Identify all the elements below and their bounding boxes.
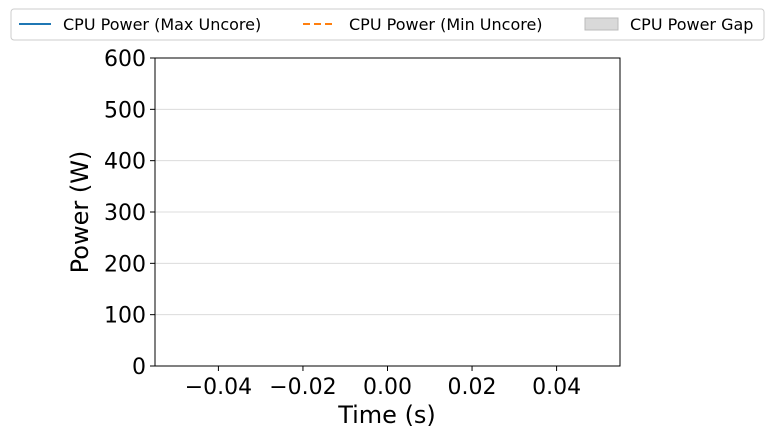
y-tick-label: 400 bbox=[104, 150, 146, 175]
x-axis: −0.04 −0.02 0.00 0.02 0.04 bbox=[185, 366, 581, 400]
x-tick-label: −0.02 bbox=[269, 375, 336, 400]
y-axis-label: Power (W) bbox=[66, 151, 94, 274]
x-tick-label: −0.04 bbox=[185, 375, 252, 400]
legend-label-power-gap: CPU Power Gap bbox=[630, 15, 753, 34]
y-tick-label: 300 bbox=[104, 201, 146, 226]
y-tick-label: 100 bbox=[104, 304, 146, 329]
y-tick-label: 0 bbox=[132, 355, 146, 380]
y-tick-label: 500 bbox=[104, 98, 146, 123]
legend-label-min-uncore: CPU Power (Min Uncore) bbox=[349, 15, 543, 34]
y-axis: 0 100 200 300 400 500 600 bbox=[104, 47, 155, 380]
x-tick-label: 0.00 bbox=[363, 375, 412, 400]
legend: CPU Power (Max Uncore) CPU Power (Min Un… bbox=[10, 8, 765, 41]
y-tick-label: 200 bbox=[104, 252, 146, 277]
legend-frame bbox=[10, 8, 765, 41]
grid-lines bbox=[155, 108, 620, 316]
x-axis-label: Time (s) bbox=[337, 401, 436, 429]
x-tick-label: 0.04 bbox=[532, 375, 581, 400]
x-tick-label: 0.02 bbox=[448, 375, 497, 400]
legend-label-max-uncore: CPU Power (Max Uncore) bbox=[63, 15, 261, 34]
y-tick-label: 600 bbox=[104, 47, 146, 72]
legend-swatch-power-gap bbox=[584, 17, 619, 31]
